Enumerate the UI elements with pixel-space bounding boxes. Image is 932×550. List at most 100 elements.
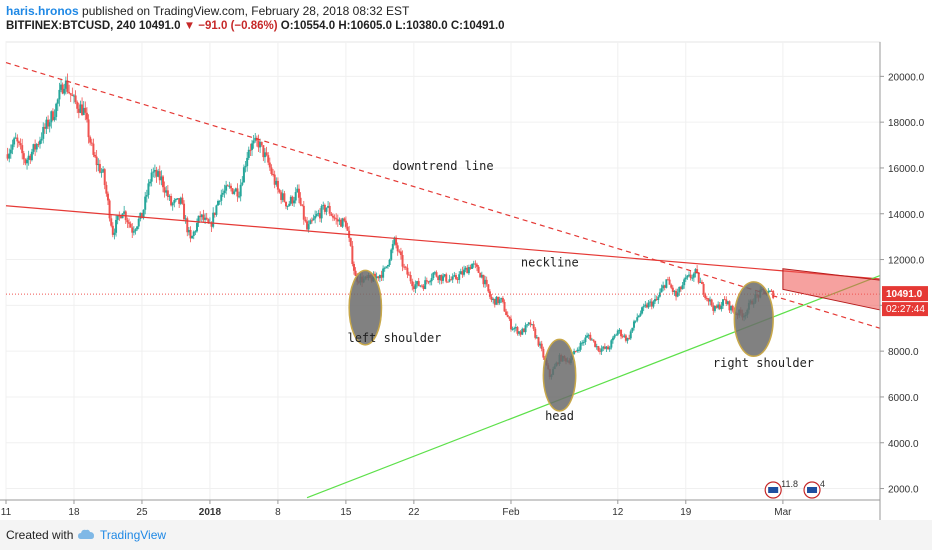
candle-up: [137, 219, 140, 227]
trendlines: [5, 62, 881, 499]
candle-down: [304, 219, 307, 222]
candle-down: [349, 237, 352, 246]
candle-up: [322, 204, 325, 207]
candle-up: [176, 198, 179, 200]
candle-down: [529, 322, 532, 325]
time-tick-label: 15: [340, 507, 352, 518]
candle-up: [225, 185, 228, 191]
time-tick-label: 25: [136, 507, 148, 518]
candle-up: [242, 167, 245, 183]
candle-down: [450, 279, 453, 281]
candle-up: [686, 275, 689, 278]
ohlc-values: O:10554.0 H:10605.0 L:10380.0 C:10491.0: [280, 20, 505, 32]
candle-down: [95, 156, 98, 166]
created-with-text: Created with: [6, 528, 74, 542]
candle-up: [132, 231, 135, 233]
candle-up: [390, 249, 393, 260]
candle-down: [140, 212, 143, 219]
candle-up: [325, 207, 328, 212]
candle-down: [24, 159, 27, 164]
candle-up: [518, 331, 521, 334]
candle-down: [670, 284, 673, 288]
candle-up: [579, 342, 582, 350]
candle-up: [535, 337, 538, 339]
candle-up: [100, 171, 103, 173]
candle-up: [294, 192, 297, 201]
candle-up: [484, 279, 487, 285]
candle-down: [199, 215, 202, 218]
time-axis[interactable]: 11 18 25 2018 8 15 22 Feb 12 19 Mar: [0, 499, 880, 518]
chart-header: haris.hronos published on TradingView.co…: [0, 0, 932, 36]
candle-up: [97, 163, 100, 166]
candle-down: [607, 346, 610, 350]
head-label: head: [545, 409, 574, 423]
published-text: published on TradingView.com, February 2…: [82, 4, 410, 18]
candle-up: [64, 80, 67, 89]
candle-up: [55, 103, 58, 117]
tradingview-link[interactable]: TradingView: [100, 528, 167, 542]
candle-down: [183, 203, 186, 220]
candle-down: [249, 149, 252, 151]
candle-up: [692, 273, 695, 278]
candle-down: [260, 141, 263, 146]
candle-down: [330, 213, 333, 216]
candle-up: [581, 342, 584, 344]
candle-down: [17, 141, 20, 144]
candle-up: [139, 212, 142, 220]
candle-down: [34, 144, 37, 150]
candle-down: [262, 145, 265, 158]
candle-down: [76, 102, 79, 109]
candle-down: [163, 187, 166, 193]
candle-down: [351, 245, 354, 264]
candle-down: [205, 217, 208, 220]
candle-up: [228, 185, 231, 187]
candle-down: [16, 137, 19, 142]
candle-up: [38, 140, 41, 145]
candle-up: [644, 304, 647, 307]
candle-up: [458, 274, 461, 280]
candle-down: [21, 145, 24, 154]
candle-down: [675, 290, 678, 297]
candle-down: [532, 324, 535, 329]
candle-down: [477, 266, 480, 273]
candle-up: [610, 340, 613, 348]
candle-down: [399, 251, 402, 255]
price-axis[interactable]: 2000.04000.06000.08000.010000.012000.014…: [879, 42, 928, 520]
candle-up: [595, 346, 598, 348]
candle-down: [6, 154, 9, 159]
candle-up: [192, 231, 195, 237]
candle-up: [618, 329, 621, 331]
candle-up: [524, 325, 527, 333]
candle-down: [396, 245, 399, 252]
candle-up: [433, 272, 436, 274]
candle-down: [92, 143, 95, 155]
candle-down: [516, 327, 519, 334]
candle-down: [207, 219, 210, 224]
candle-down: [202, 214, 205, 220]
candle-down: [74, 95, 77, 103]
candle-down: [621, 336, 624, 338]
candle-up: [223, 190, 226, 194]
candle-down: [158, 171, 161, 181]
candle-up: [615, 334, 618, 336]
price-chart[interactable]: downtrend line neckline left shoulder head r…: [0, 36, 932, 520]
candle-down: [466, 267, 469, 274]
candle-down: [68, 91, 71, 94]
candle-up: [419, 285, 422, 287]
author-link[interactable]: haris.hronos: [6, 4, 79, 18]
candle-down: [166, 190, 169, 197]
candle-down: [302, 205, 305, 220]
candle-up: [531, 324, 534, 326]
candle-up: [26, 159, 29, 164]
candle-down: [111, 225, 114, 235]
candle-down: [231, 188, 234, 194]
candle-down: [440, 274, 443, 281]
price-tick-label: 18000.0: [888, 118, 925, 129]
candle-down: [129, 223, 132, 228]
candle-down: [66, 80, 69, 92]
candle-up: [660, 288, 663, 293]
candle-up: [691, 277, 694, 279]
candle-up: [451, 276, 454, 280]
time-tick-label: 11: [1, 507, 12, 518]
projection-triangle: [782, 268, 881, 311]
